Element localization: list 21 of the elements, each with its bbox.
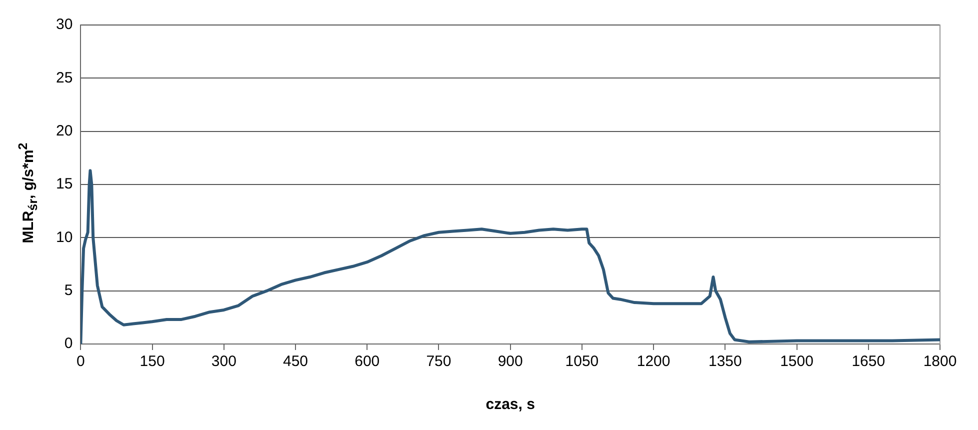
x-tick-label: 1500 [780,353,814,370]
x-tick-label: 1800 [923,353,957,370]
x-tick-label: 150 [140,353,165,370]
y-tick-label: 0 [64,335,73,352]
y-tick-label: 30 [56,16,73,34]
y-tick-label: 25 [56,69,73,86]
x-tick-label: 450 [283,353,308,370]
y-tick-label: 10 [56,228,73,246]
y-tick-label: 20 [56,122,73,140]
x-tick-label: 900 [498,353,523,370]
x-tick-label: 1350 [708,353,742,370]
y-tick-label: 5 [64,282,73,299]
x-tick-label: 1200 [636,353,670,370]
x-tick-label: 1050 [565,353,599,370]
x-tick-label: 300 [211,353,236,370]
x-tick-label: 600 [354,353,380,370]
y-tick-label: 15 [56,176,73,193]
x-tick-label: 0 [76,353,85,370]
x-axis-title: czas, s [486,396,535,414]
x-tick-label: 1650 [852,353,886,370]
x-tick-label: 750 [426,353,452,370]
